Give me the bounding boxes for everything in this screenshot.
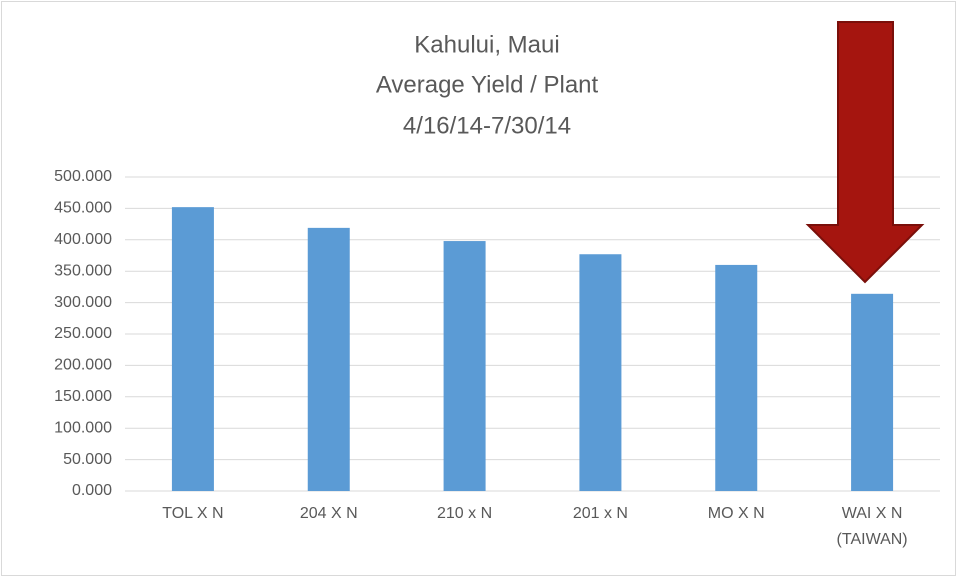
y-tick-label: 500.000	[54, 168, 112, 185]
bar	[715, 264, 758, 491]
y-tick-label: 300.000	[54, 294, 112, 311]
y-tick-label: 150.000	[54, 388, 112, 405]
y-tick-label: 400.000	[54, 231, 112, 248]
x-tick-label: WAI X N (TAIWAN)	[836, 505, 908, 548]
chart-title: Kahului, Maui	[414, 31, 559, 58]
bar	[579, 254, 622, 491]
x-tick-label: 204 X N	[299, 505, 358, 522]
y-tick-label: 250.000	[54, 325, 112, 342]
bar	[851, 293, 894, 491]
y-tick-label: 450.000	[54, 200, 112, 217]
x-tick-label: 210 x N	[437, 505, 493, 522]
y-tick-label: 100.000	[54, 419, 112, 436]
y-tick-label: 0.000	[72, 482, 112, 499]
arrow	[805, 21, 925, 284]
chart-title: Average Yield / Plant	[376, 71, 599, 98]
x-tick-label: 201 x N	[572, 505, 628, 522]
bar	[171, 207, 214, 492]
x-tick-label: TOL X N	[162, 505, 224, 522]
bar	[307, 227, 350, 492]
x-tick-label: MO X N	[707, 505, 765, 522]
y-tick-label: 350.000	[54, 262, 112, 279]
chart-title: 4/16/14-7/30/14	[403, 112, 571, 139]
bar	[443, 241, 486, 491]
y-tick-label: 200.000	[54, 357, 112, 374]
y-tick-label: 50.000	[63, 451, 112, 468]
